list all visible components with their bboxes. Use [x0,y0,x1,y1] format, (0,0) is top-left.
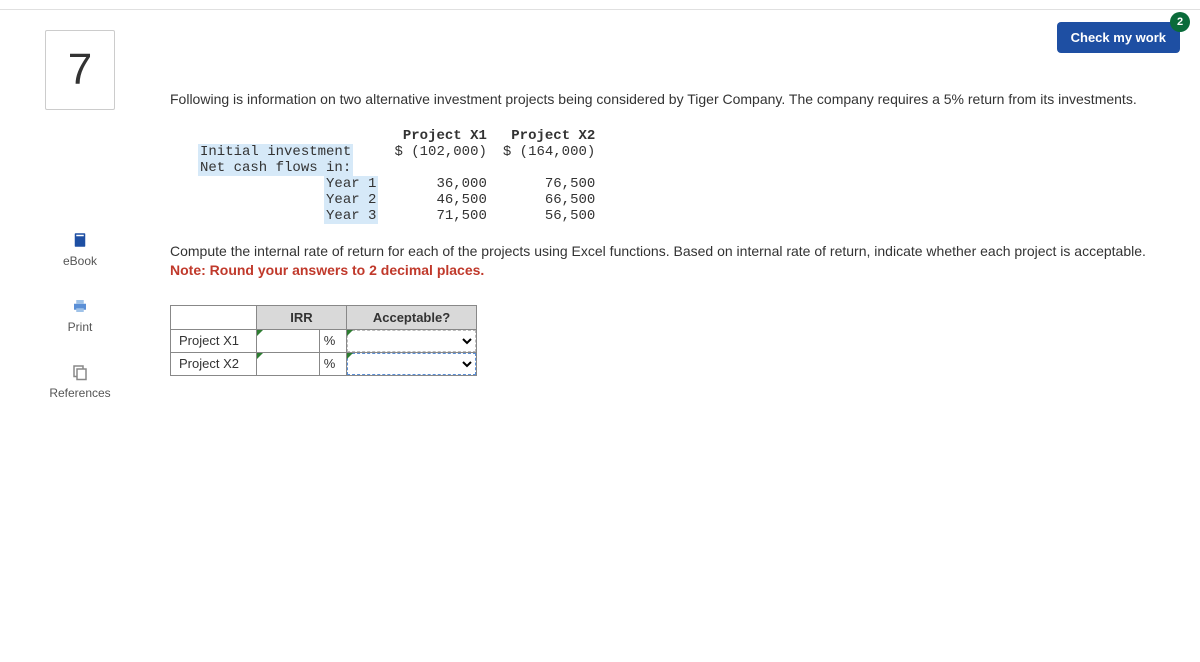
acceptable-select-x2[interactable] [347,353,476,375]
book-icon [70,230,90,250]
edit-notch-icon [347,330,353,336]
answer-row: Project X2 % [171,352,477,375]
percent-label: % [319,330,339,352]
sidebar-item-label: References [49,386,110,400]
check-my-work-button[interactable]: Check my work 2 [1057,22,1180,53]
row-label-x1: Project X1 [171,329,257,352]
copy-icon [70,362,90,382]
sidebar-item-print[interactable]: Print [68,296,93,334]
answer-table: IRR Acceptable? Project X1 % Project X2 [170,305,477,376]
question-number: 7 [45,30,115,110]
instructions-note: Note: Round your answers to 2 decimal pl… [170,262,484,278]
check-my-work-label: Check my work [1071,30,1166,45]
header-acceptable: Acceptable? [347,305,477,329]
table-row: Year 2 46,500 66,500 [190,192,603,208]
instructions-text: Compute the internal rate of return for … [170,243,1146,259]
edit-notch-icon [257,353,263,359]
sidebar-item-label: eBook [63,254,97,268]
sidebar-item-references[interactable]: References [49,362,110,400]
top-divider [0,0,1200,10]
instructions-block: Compute the internal rate of return for … [170,242,1150,281]
sidebar-item-label: Print [68,320,93,334]
answer-row: Project X1 % [171,329,477,352]
col-header-x1: Project X1 [386,128,494,144]
table-row: Initial investment $ (102,000) $ (164,00… [190,144,603,160]
investment-data-table: Project X1 Project X2 Initial investment… [190,128,603,224]
col-header-x2: Project X2 [495,128,603,144]
edit-notch-icon [257,330,263,336]
percent-label: % [319,353,339,375]
irr-input-x2[interactable] [257,353,319,375]
header-irr: IRR [257,305,347,329]
table-row: Net cash flows in: [190,160,603,176]
edit-notch-icon [347,353,353,359]
irr-input-x1[interactable] [257,330,319,352]
main-content: Following is information on two alternat… [160,30,1200,428]
acceptable-select-x1[interactable] [347,330,476,352]
print-icon [70,296,90,316]
attempts-badge: 2 [1170,12,1190,32]
question-prompt: Following is information on two alternat… [170,90,1150,110]
row-label-x2: Project X2 [171,352,257,375]
table-row: Year 1 36,000 76,500 [190,176,603,192]
table-row: Year 3 71,500 56,500 [190,208,603,224]
left-column: 7 eBook Print References [0,30,160,428]
sidebar-item-ebook[interactable]: eBook [63,230,97,268]
